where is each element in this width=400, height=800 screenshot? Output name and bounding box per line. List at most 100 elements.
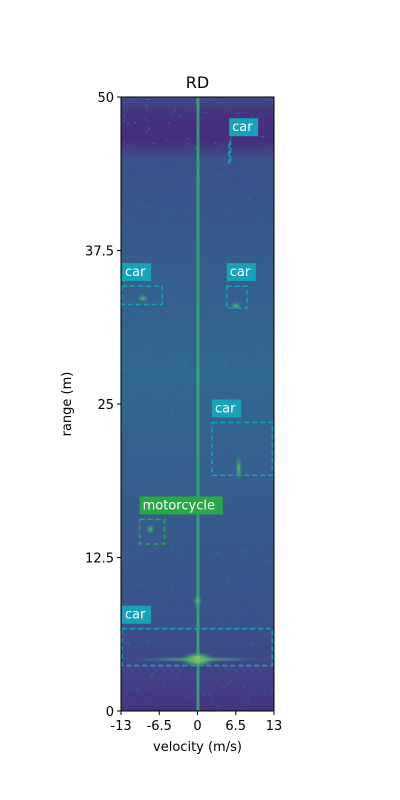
noise-speckle bbox=[230, 553, 233, 555]
noise-speckle bbox=[131, 558, 133, 561]
noise-speckle bbox=[256, 679, 259, 681]
noise-speckle bbox=[166, 223, 169, 225]
detection-label: car bbox=[125, 608, 146, 623]
noise-speckle bbox=[222, 231, 225, 233]
noise-speckle bbox=[152, 365, 155, 367]
noise-speckle bbox=[207, 693, 210, 696]
noise-speckle bbox=[259, 588, 262, 591]
noise-speckle bbox=[127, 215, 129, 217]
noise-speckle bbox=[181, 215, 184, 218]
noise-speckle bbox=[221, 260, 223, 262]
noise-speckle bbox=[262, 498, 265, 500]
noise-speckle bbox=[141, 332, 144, 334]
noise-speckle bbox=[205, 172, 208, 175]
noise-speckle bbox=[247, 701, 250, 703]
noise-speckle bbox=[222, 686, 225, 688]
noise-speckle bbox=[158, 351, 161, 353]
noise-speckle bbox=[222, 98, 225, 101]
noise-speckle bbox=[237, 112, 240, 115]
noise-speckle bbox=[162, 591, 165, 593]
noise-speckle bbox=[189, 341, 192, 344]
noise-speckle bbox=[126, 220, 129, 223]
noise-speckle bbox=[224, 318, 227, 320]
noise-speckle bbox=[224, 667, 227, 670]
noise-speckle bbox=[175, 417, 178, 420]
noise-speckle bbox=[154, 547, 157, 550]
noise-speckle bbox=[230, 362, 233, 364]
noise-speckle bbox=[182, 427, 185, 429]
noise-speckle bbox=[146, 120, 149, 122]
noise-speckle bbox=[217, 186, 220, 189]
noise-speckle bbox=[203, 694, 206, 696]
noise-speckle bbox=[267, 296, 270, 298]
noise-speckle bbox=[225, 328, 228, 331]
detection-box bbox=[138, 518, 166, 545]
noise-speckle bbox=[230, 632, 233, 634]
noise-speckle bbox=[226, 585, 229, 587]
noise-speckle bbox=[256, 430, 259, 432]
noise-speckle bbox=[180, 271, 182, 273]
noise-speckle bbox=[152, 143, 155, 145]
noise-speckle bbox=[144, 464, 147, 466]
noise-speckle bbox=[143, 281, 146, 284]
noise-speckle bbox=[210, 367, 213, 370]
x-axis-ticks: -13 -6.5 0 6.5 13 bbox=[110, 711, 282, 734]
noise-speckle bbox=[185, 434, 188, 437]
noise-speckle bbox=[121, 406, 124, 409]
noise-speckle bbox=[261, 321, 264, 323]
noise-speckle bbox=[128, 400, 131, 402]
noise-speckle bbox=[266, 111, 268, 113]
noise-speckle bbox=[198, 186, 201, 189]
noise-speckle bbox=[238, 504, 241, 506]
noise-speckle bbox=[176, 142, 178, 144]
noise-speckle bbox=[228, 566, 230, 569]
noise-speckle bbox=[259, 287, 262, 289]
noise-speckle bbox=[238, 239, 241, 242]
noise-speckle bbox=[253, 520, 256, 523]
noise-speckle bbox=[203, 305, 206, 307]
x-tick-label: -13 bbox=[110, 719, 131, 734]
noise-speckle bbox=[267, 391, 270, 394]
noise-speckle bbox=[126, 548, 128, 551]
noise-speckle bbox=[251, 251, 254, 253]
noise-speckle bbox=[188, 495, 191, 497]
noise-speckle bbox=[200, 581, 203, 583]
noise-speckle bbox=[228, 434, 231, 436]
noise-speckle bbox=[165, 591, 168, 593]
noise-speckle bbox=[139, 369, 142, 372]
noise-speckle bbox=[168, 386, 171, 389]
noise-speckle bbox=[148, 98, 151, 101]
noise-speckle bbox=[156, 248, 159, 250]
noise-speckle bbox=[265, 468, 268, 471]
noise-speckle bbox=[270, 322, 273, 324]
noise-speckle bbox=[161, 533, 164, 535]
noise-speckle bbox=[125, 392, 128, 395]
noise-speckle bbox=[138, 597, 141, 599]
noise-speckle bbox=[180, 456, 183, 459]
noise-speckle bbox=[181, 263, 184, 265]
noise-speckle bbox=[206, 257, 209, 259]
noise-speckle bbox=[130, 180, 133, 182]
noise-speckle bbox=[206, 278, 209, 280]
noise-speckle bbox=[271, 687, 274, 690]
noise-speckle bbox=[223, 194, 226, 196]
noise-speckle bbox=[242, 106, 245, 109]
noise-speckle bbox=[205, 471, 208, 474]
noise-speckle bbox=[195, 250, 198, 253]
noise-speckle bbox=[149, 312, 152, 315]
noise-speckle bbox=[158, 353, 161, 356]
noise-speckle bbox=[214, 663, 217, 666]
noise-speckle bbox=[226, 683, 229, 685]
noise-speckle bbox=[158, 224, 161, 226]
noise-speckle bbox=[180, 557, 183, 559]
noise-speckle bbox=[127, 644, 130, 646]
noise-speckle bbox=[260, 630, 263, 633]
detection-car: car bbox=[121, 263, 163, 306]
detection-label: motorcycle bbox=[143, 498, 215, 513]
noise-speckle bbox=[132, 630, 135, 632]
noise-speckle bbox=[147, 702, 150, 704]
noise-speckle bbox=[220, 152, 223, 154]
noise-speckle bbox=[203, 268, 206, 270]
x-tick-label: 0 bbox=[193, 719, 201, 734]
